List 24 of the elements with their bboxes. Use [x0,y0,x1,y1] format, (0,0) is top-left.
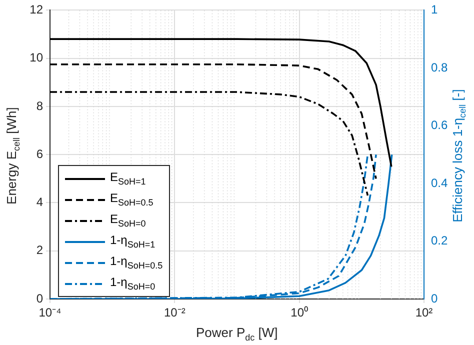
y-tick-label: 12 [30,2,44,17]
legend-label: E$_{SoH=1}$ [110,170,146,187]
y-tick-label: 2 [36,243,44,258]
y2-tick-label: 0.8 [431,60,448,74]
y2-tick-label: 0.2 [431,234,448,248]
x-axis-title: Power P$_{dc}$ [W] [196,325,278,343]
x-tick-label: 10⁻⁴ [38,306,62,320]
legend-label: 1-η$_{SoH=0.5}$ [110,254,163,271]
y-tick-label: 4 [36,195,44,210]
y2-tick-label: 0.4 [431,176,448,190]
y2-tick-label: 1 [431,2,438,17]
x-tick-label: 10² [415,306,433,320]
y2-tick-label: 0 [431,291,438,306]
legend-label: E$_{SoH=0}$ [110,212,146,229]
y2-tick-label: 0.6 [431,118,448,132]
x-tick-label: 10⁰ [290,306,308,320]
y-tick-label: 6 [36,146,44,161]
legend-label: E$_{SoH=0.5}$ [110,191,154,208]
legend-label: 1-η$_{SoH=1}$ [110,233,156,250]
y-tick-label: 8 [36,98,44,113]
x-tick-label: 10⁻² [164,306,186,320]
legend-label: 1-η$_{SoH=0}$ [110,275,156,292]
y-tick-label: 10 [30,50,44,65]
y-tick-label: 0 [36,291,44,306]
